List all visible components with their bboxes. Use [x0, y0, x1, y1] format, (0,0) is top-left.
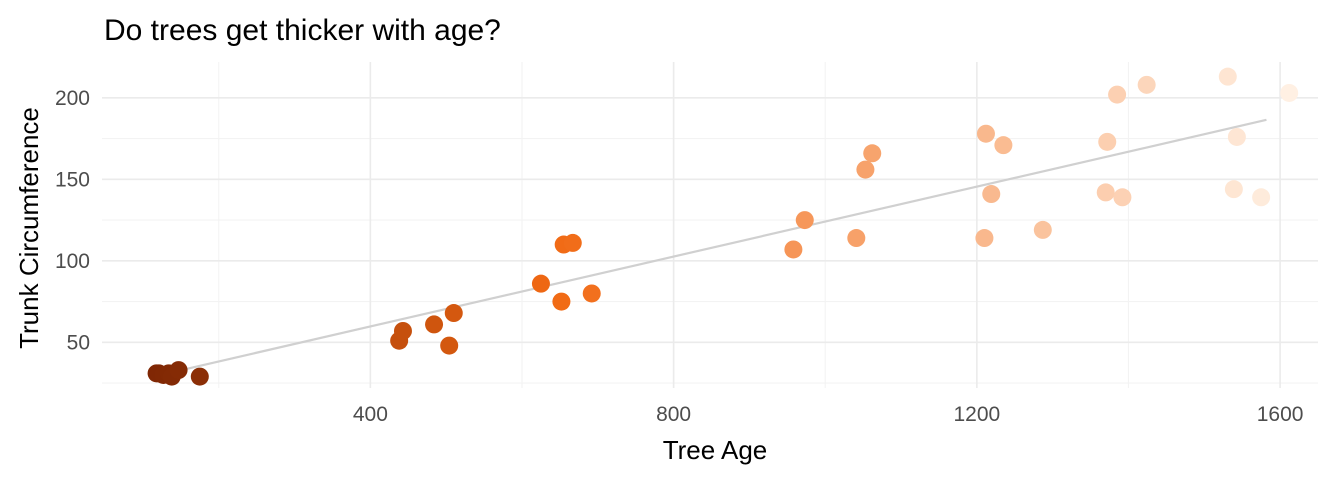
x-tick-label-0: 400 [353, 403, 388, 426]
data-point-23 [976, 124, 995, 143]
minor-gridlines [102, 62, 1318, 388]
y-tick-label-3: 200 [55, 87, 90, 110]
data-point-13 [552, 292, 571, 311]
x-tick-label-3: 1600 [1257, 403, 1304, 426]
data-point-31 [1137, 75, 1156, 94]
data-point-11 [444, 304, 463, 323]
data-point-33 [1224, 180, 1243, 199]
data-point-12 [531, 274, 550, 293]
data-point-19 [847, 229, 866, 248]
data-point-22 [975, 229, 994, 248]
data-point-16 [582, 284, 601, 303]
data-point-29 [1108, 85, 1127, 104]
data-point-28 [1098, 132, 1117, 151]
data-point-5 [169, 361, 188, 380]
data-point-15 [563, 233, 582, 252]
y-tick-label-1: 100 [55, 250, 90, 273]
data-point-35 [1252, 188, 1271, 207]
x-axis-tick-labels: 400 800 1200 1600 [353, 403, 1304, 426]
data-point-30 [1113, 188, 1132, 207]
data-point-24 [982, 185, 1001, 204]
y-axis-title: Trunk Circumference [14, 107, 44, 349]
data-point-27 [1096, 183, 1115, 202]
x-axis-title: Tree Age [663, 435, 768, 465]
chart-title: Do trees get thicker with age? [104, 14, 501, 47]
data-point-25 [994, 136, 1013, 155]
data-point-9 [425, 315, 444, 334]
data-point-8 [393, 321, 412, 340]
data-point-18 [795, 211, 814, 230]
data-point-34 [1227, 127, 1246, 146]
major-gridlines [102, 62, 1318, 388]
data-point-6 [190, 367, 209, 386]
data-point-21 [863, 144, 882, 163]
y-tick-label-0: 50 [67, 331, 90, 354]
data-point-36 [1280, 83, 1299, 102]
data-points [147, 67, 1299, 386]
data-point-17 [784, 240, 803, 259]
trend-line [156, 118, 1267, 377]
x-tick-label-2: 1200 [953, 403, 1000, 426]
data-point-32 [1218, 67, 1237, 86]
x-tick-label-1: 800 [656, 403, 691, 426]
data-point-10 [440, 336, 459, 355]
y-tick-label-2: 150 [55, 168, 90, 191]
trend-line-layer [156, 118, 1267, 377]
data-point-26 [1033, 220, 1052, 239]
y-axis-tick-labels: 50 100 150 200 [55, 87, 90, 354]
data-point-20 [856, 160, 875, 179]
